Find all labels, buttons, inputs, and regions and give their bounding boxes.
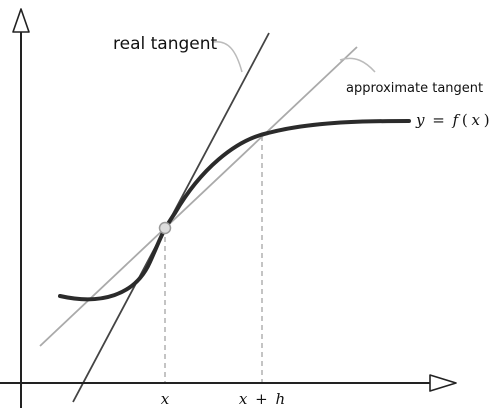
function-curve: [58, 119, 411, 302]
approximate-tangent-line: [39, 46, 358, 347]
curve-eq-open-paren: (: [462, 111, 468, 129]
tick-xh-x: x: [239, 390, 248, 408]
y-axis-arrow: [12, 8, 30, 33]
real-tangent-leader: [212, 41, 243, 73]
tick-label-x-plus-h: x + h: [239, 390, 285, 408]
approximate-tangent-leader: [339, 57, 376, 73]
tick-xh-h: h: [275, 390, 285, 408]
tick-label-x: x: [161, 390, 170, 408]
tangent-point: [158, 221, 172, 235]
curve-eq-close-paren: ): [484, 111, 489, 129]
curve-eq-equals: =: [432, 111, 445, 129]
curve-equation-label: y = f ( x ): [415, 111, 489, 129]
curve-eq-f: f: [452, 111, 461, 129]
real-tangent-label: real tangent: [113, 34, 218, 54]
approximate-tangent-label: approximate tangent: [346, 81, 483, 96]
curve-eq-x: x: [471, 111, 480, 129]
curve-eq-y: y: [415, 111, 425, 129]
x-axis-arrow: [429, 374, 457, 392]
tick-xh-plus: +: [255, 390, 268, 408]
